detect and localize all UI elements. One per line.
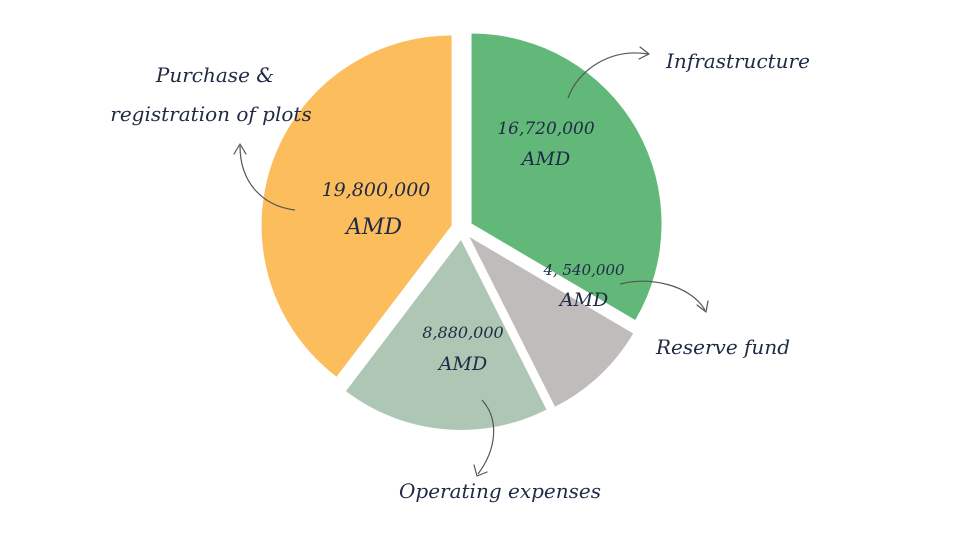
slice-operating-expenses — [345, 239, 547, 430]
connector-arrows — [233, 46, 709, 477]
label-purchase-line-1: Purchase & — [155, 63, 274, 87]
slice-infrastructure — [471, 33, 662, 321]
infrastructure-unit: AMD — [520, 148, 570, 170]
label-infrastructure: Infrastructure — [665, 49, 810, 73]
infrastructure-arrowhead — [638, 46, 650, 60]
operating-arrowhead — [473, 464, 488, 477]
label-purchase-line-2: registration of plots — [110, 102, 311, 126]
label-operating-expenses: Operating expenses — [399, 479, 601, 503]
slice-purchase-registration — [261, 35, 452, 377]
label-reserve-fund: Reserve fund — [655, 335, 790, 359]
reserve-unit: AMD — [558, 289, 608, 311]
slice-reserve-fund — [469, 237, 634, 407]
purchase-unit: AMD — [344, 215, 402, 240]
operating-arrow — [477, 399, 495, 475]
infrastructure-value: 16,720,000 — [497, 119, 595, 139]
purchase-arrowhead — [233, 143, 247, 155]
reserve-value: 4, 540,000 — [542, 261, 625, 279]
operating-value: 8,880,000 — [422, 323, 503, 342]
reserve-arrowhead — [696, 300, 709, 313]
category-labels: Infrastructure Reserve fund Operating ex… — [110, 49, 810, 503]
slices-group — [261, 33, 662, 430]
reserve-arrow — [619, 280, 706, 311]
operating-unit: AMD — [437, 353, 487, 375]
infrastructure-arrow — [567, 52, 649, 99]
purchase-value: 19,800,000 — [322, 179, 431, 201]
value-labels: 16,720,000 AMD 4, 540,000 AMD 8,880,000 … — [322, 119, 625, 375]
purchase-arrow — [239, 145, 296, 211]
